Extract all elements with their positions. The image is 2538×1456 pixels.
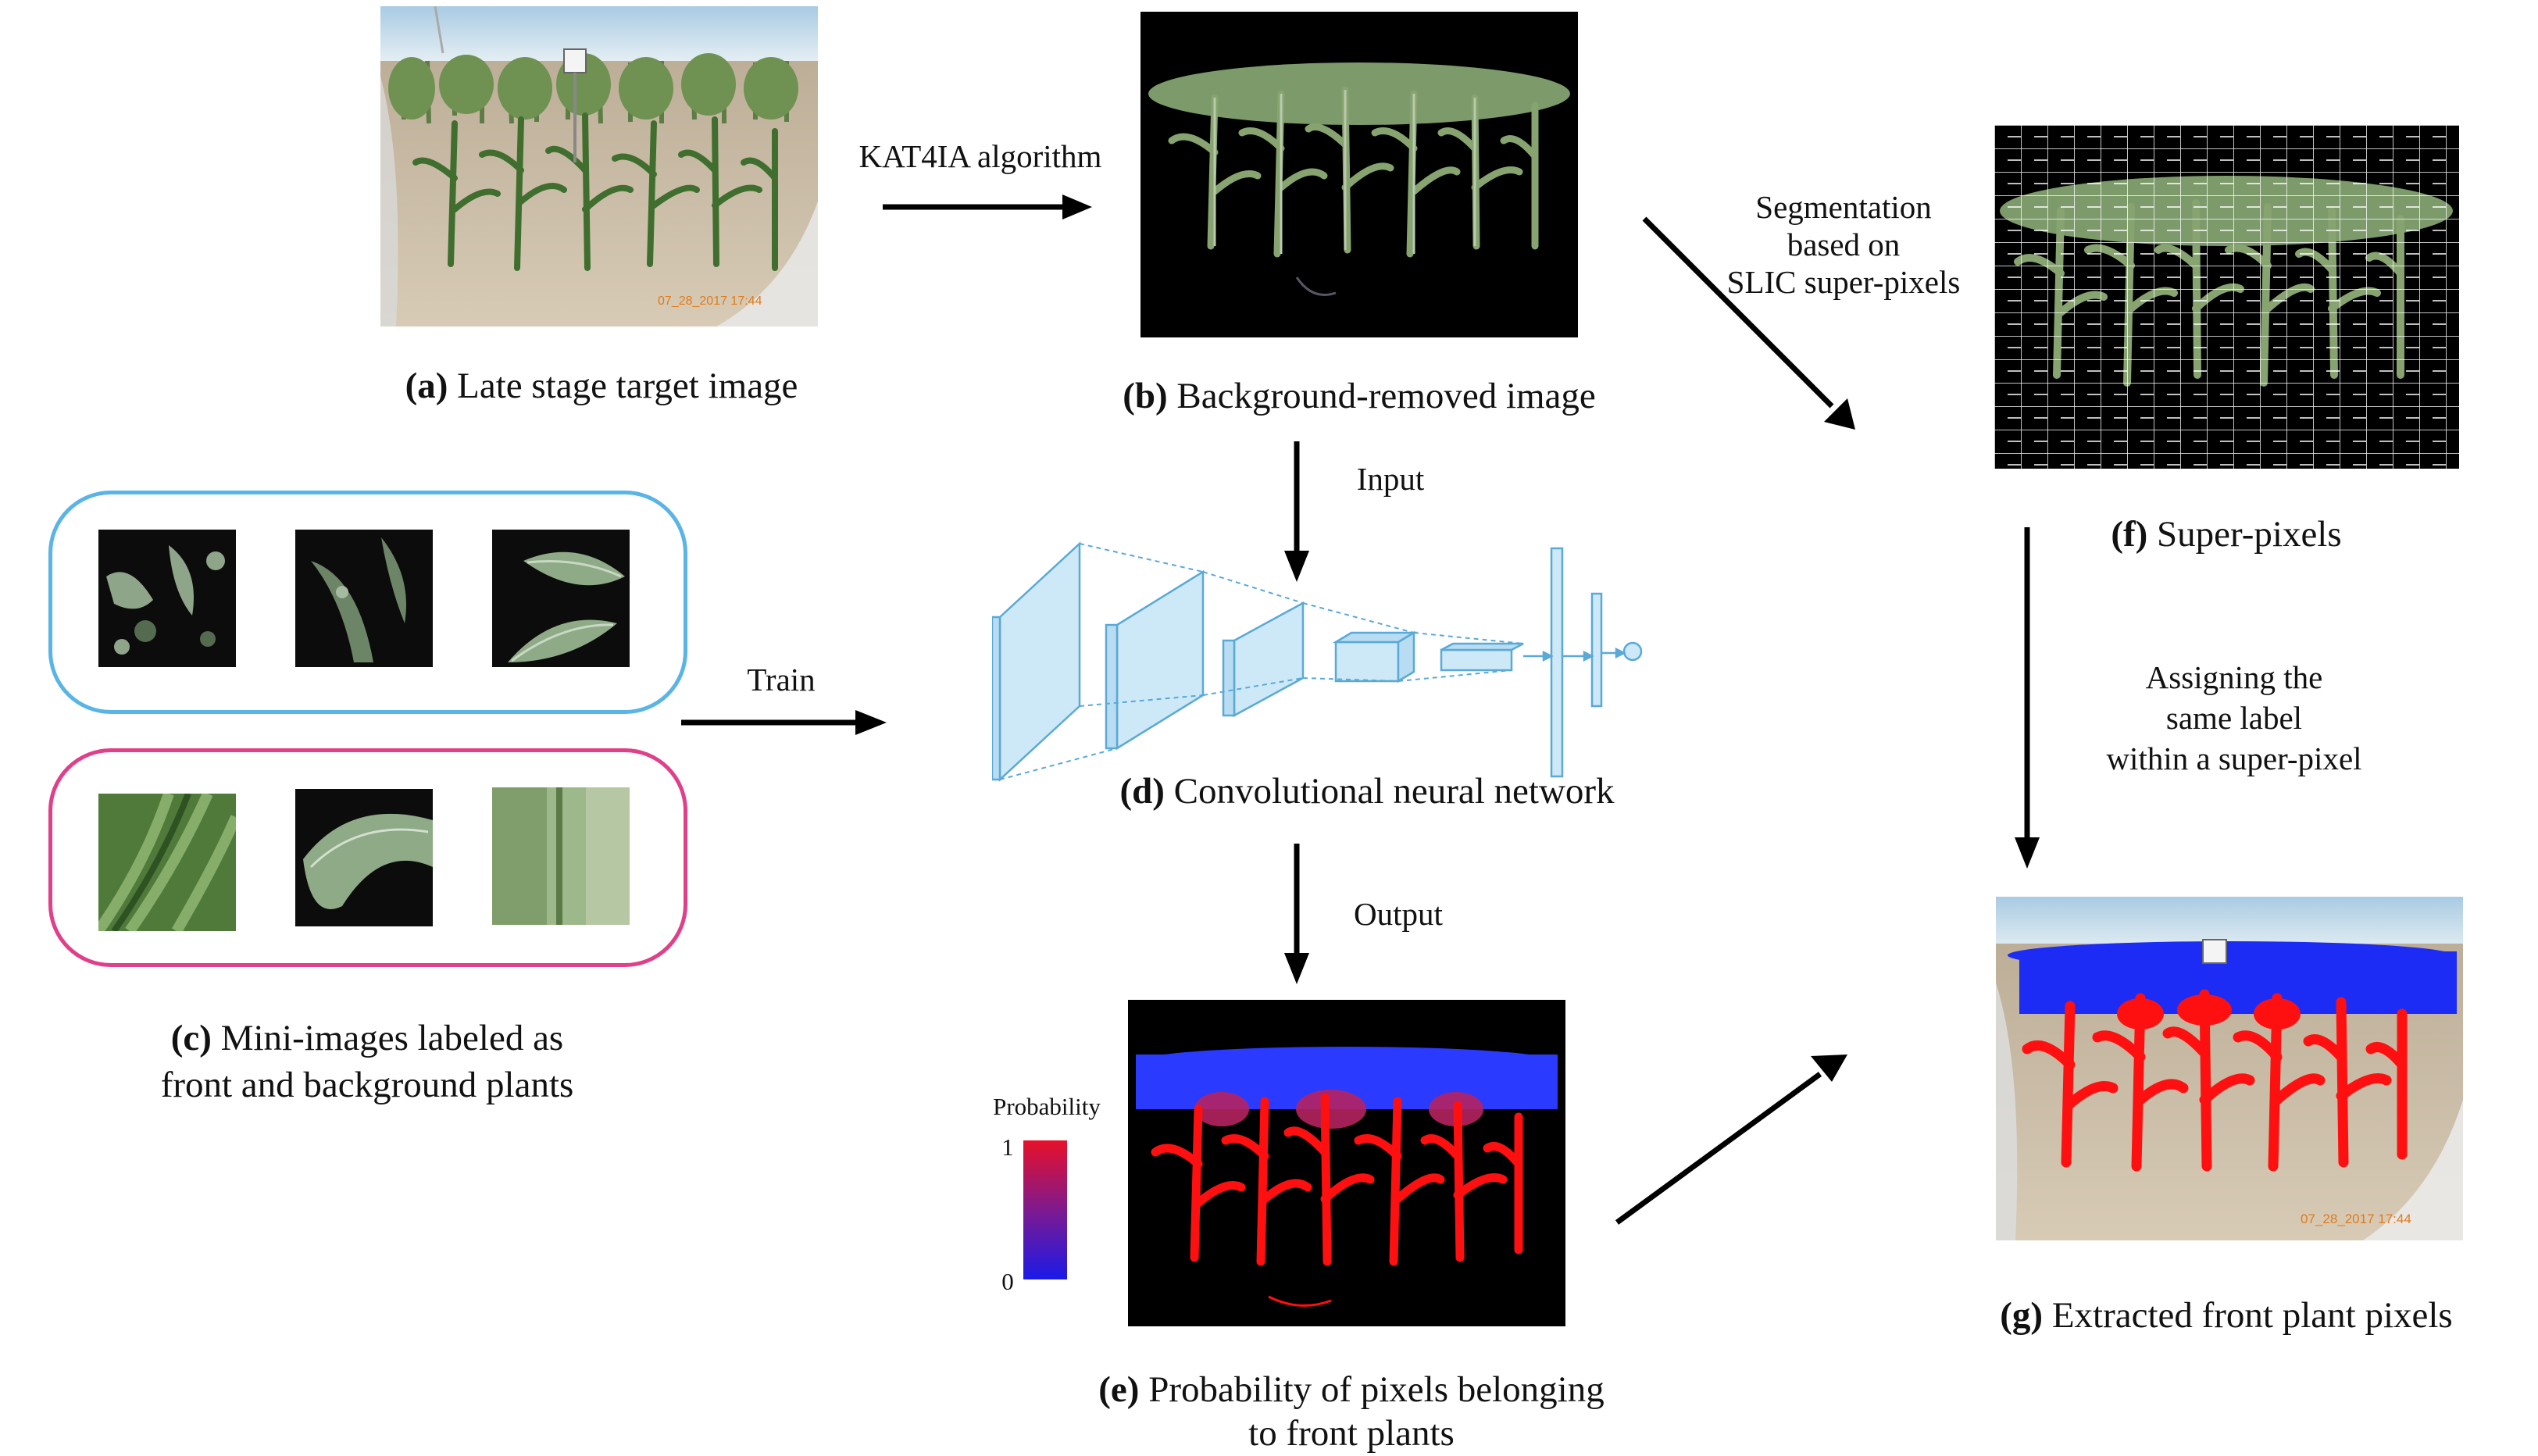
probability-colorbar — [1023, 1140, 1067, 1279]
caption-g-text: Extracted front plant pixels — [2043, 1295, 2453, 1336]
arrow-c-to-d — [681, 710, 887, 735]
caption-d-letter: (d) — [1119, 771, 1165, 812]
timestamp-a: 07_28_2017 17:44 — [658, 294, 762, 308]
output-label: Output — [1354, 896, 1443, 932]
caption-c-letter: (c) — [170, 1018, 212, 1058]
assigning-label-3: within a super-pixel — [2106, 740, 2362, 776]
caption-d-text: Convolutional neural network — [1164, 771, 1615, 812]
caption-c-line1: (c) Mini-images labeled as — [70, 1015, 664, 1061]
segmentation-label-2: based on — [1787, 227, 1901, 262]
caption-f-text: Super-pixels — [2147, 514, 2342, 555]
train-label: Train — [747, 662, 816, 698]
caption-f-letter: (f) — [2111, 514, 2148, 555]
arrow-b-to-f — [1642, 216, 1855, 430]
colorbar-min-label: 0 — [1001, 1268, 1014, 1295]
caption-e-text-1: Probability of pixels belonging — [1139, 1369, 1605, 1410]
colorbar-max-label: 1 — [1001, 1133, 1014, 1161]
probability-map-image — [1128, 1000, 1565, 1326]
assigning-label-1: Assigning the — [2145, 659, 2323, 695]
caption-c-line2: front and background plants — [160, 1065, 574, 1105]
caption-g-letter: (g) — [2000, 1295, 2044, 1336]
arrow-f-to-g — [2015, 527, 2040, 869]
super-pixels-image — [1994, 125, 2459, 469]
caption-g: (g) Extracted front plant pixels — [1945, 1293, 2508, 1338]
assigning-label-2: same label — [2165, 700, 2303, 736]
caption-d: (d) Convolutional neural network — [1039, 769, 1695, 814]
caption-a: (a) Late stage target image — [328, 363, 875, 409]
background-mini-image-3 — [492, 787, 630, 925]
front-mini-image-1 — [98, 530, 236, 667]
caption-e-line2: to front plants — [1248, 1413, 1455, 1454]
caption-b-text: Background-removed image — [1167, 376, 1596, 416]
arrow-d-to-e — [1284, 844, 1309, 984]
extracted-front-plants-image: 07_28_2017 17:44 — [1996, 897, 2463, 1240]
caption-c-text-1: Mini-images labeled as — [211, 1018, 564, 1058]
caption-b: (b) Background-removed image — [1078, 373, 1640, 419]
arrow-a-to-b — [883, 194, 1092, 219]
kat4ia-label: KAT4IA algorithm — [858, 138, 1102, 174]
background-mini-image-1 — [98, 794, 236, 931]
colorbar-title: Probability — [993, 1093, 1101, 1120]
caption-e-line1: (e) Probability of pixels belonging — [1016, 1367, 1687, 1412]
target-image: 07_28_2017 17:44 — [380, 6, 818, 327]
front-mini-image-2 — [295, 530, 433, 667]
caption-e-letter: (e) — [1098, 1369, 1140, 1410]
arrow-e-to-g — [1615, 1055, 1847, 1225]
caption-a-letter: (a) — [405, 366, 448, 406]
segmentation-label-3: SLIC super-pixels — [1726, 264, 1961, 300]
timestamp-g: 07_28_2017 17:44 — [2301, 1212, 2411, 1226]
caption-b-letter: (b) — [1123, 376, 1168, 416]
arrow-b-to-d — [1284, 441, 1309, 582]
front-mini-image-3 — [492, 530, 630, 667]
background-removed-image — [1140, 12, 1578, 337]
caption-f: (f) Super-pixels — [1992, 512, 2461, 557]
background-mini-image-2 — [295, 789, 433, 926]
segmentation-label-1: Segmentation — [1755, 189, 1932, 225]
caption-a-text: Late stage target image — [448, 366, 798, 406]
input-label: Input — [1356, 461, 1425, 497]
cnn-diagram — [992, 539, 1672, 789]
